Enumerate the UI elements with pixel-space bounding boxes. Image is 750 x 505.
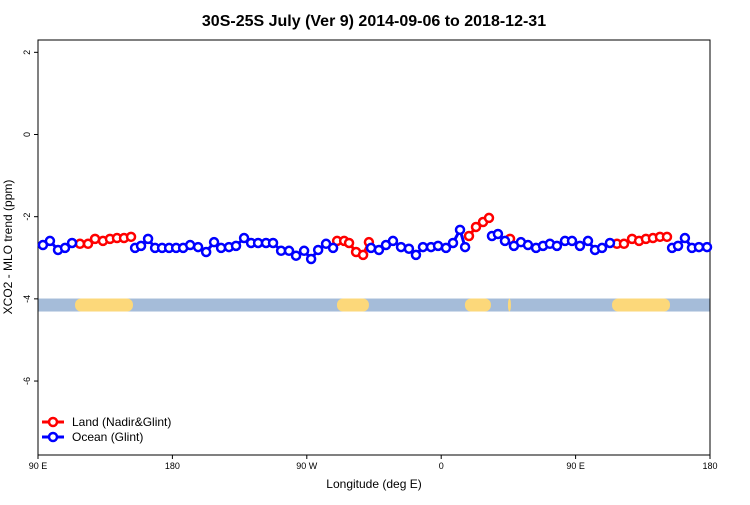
series-marker	[59, 242, 71, 254]
series-marker	[596, 242, 608, 254]
series-marker	[582, 235, 594, 247]
ocean-band	[38, 298, 710, 312]
series-marker	[463, 230, 475, 242]
series-marker	[125, 231, 137, 243]
legend-label: Ocean (Glint)	[72, 430, 143, 444]
x-tick-label: 90 W	[296, 461, 318, 471]
series-marker	[357, 249, 369, 261]
series-marker	[672, 240, 684, 252]
series-marker	[82, 238, 94, 250]
series-marker	[574, 240, 586, 252]
y-tick-label: 0	[22, 132, 32, 137]
series-marker	[208, 236, 220, 248]
legend-marker	[47, 431, 59, 443]
series-marker	[459, 241, 471, 253]
series-marker	[483, 212, 495, 224]
land-span	[507, 298, 511, 312]
land-span	[75, 298, 133, 312]
series-marker	[135, 240, 147, 252]
legend-marker	[47, 416, 59, 428]
series-marker	[327, 242, 339, 254]
series-marker	[470, 221, 482, 233]
series-marker	[440, 242, 452, 254]
series-marker	[238, 232, 250, 244]
series-marker	[290, 250, 302, 261]
series-marker	[200, 246, 212, 258]
series-marker	[142, 233, 154, 245]
series-marker	[44, 235, 56, 247]
y-tick-label: -2	[22, 213, 32, 221]
x-tick-label: 90 E	[566, 461, 585, 471]
series-marker	[373, 244, 385, 256]
y-tick-label: -4	[22, 295, 32, 303]
series-marker	[522, 239, 534, 251]
series-marker	[403, 243, 415, 254]
series-marker	[618, 238, 630, 250]
chart-title: 30S-25S July (Ver 9) 2014-09-06 to 2018-…	[202, 13, 546, 30]
series-marker	[551, 240, 563, 252]
x-tick-label: 0	[439, 461, 444, 471]
series-marker	[454, 224, 466, 236]
series-marker	[230, 240, 242, 252]
series-marker	[417, 241, 429, 253]
series-marker	[499, 235, 511, 247]
series-marker	[283, 245, 295, 257]
y-tick-label: 2	[22, 50, 32, 55]
series-marker	[661, 231, 673, 243]
land-span	[612, 298, 670, 312]
series-marker	[305, 253, 317, 265]
series-marker	[267, 237, 279, 249]
series-marker	[604, 237, 616, 249]
series-marker	[66, 237, 78, 249]
series-marker	[410, 249, 422, 261]
series-marker	[679, 232, 691, 244]
x-tick-label: 180	[702, 461, 717, 471]
land-span	[336, 298, 369, 312]
legend-label: Land (Nadir&Glint)	[72, 415, 171, 429]
land-span	[464, 298, 491, 312]
series-marker	[192, 241, 204, 253]
x-axis-label: Longitude (deg E)	[326, 477, 421, 491]
x-tick-label: 180	[165, 461, 180, 471]
x-tick-label: 90 E	[29, 461, 48, 471]
series-marker	[447, 237, 459, 249]
series-marker	[387, 235, 399, 247]
series-marker	[343, 237, 355, 249]
series-marker	[312, 244, 324, 256]
series-marker	[566, 235, 578, 247]
y-tick-label: -6	[22, 377, 32, 385]
series-marker	[298, 245, 310, 257]
y-axis-label: XCO2 - MLO trend (ppm)	[1, 180, 15, 315]
series-marker	[492, 228, 504, 240]
series-marker	[693, 241, 705, 253]
series-marker	[701, 241, 713, 253]
